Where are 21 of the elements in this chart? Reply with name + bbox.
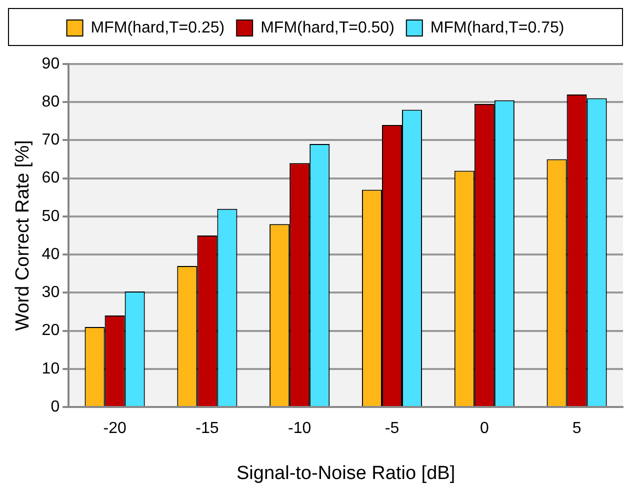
x-tick-label: -20 (103, 420, 126, 438)
x-tick-label: -10 (288, 420, 312, 438)
y-tick-label: 30 (42, 284, 60, 302)
x-tick-label: -15 (196, 420, 219, 438)
x-tick-label: 0 (480, 420, 489, 438)
y-tick-label: 0 (50, 398, 60, 416)
y-tick-label: 10 (42, 360, 60, 378)
y-tick-label: 50 (42, 208, 60, 225)
y-tick-label: 70 (42, 132, 60, 149)
y-axis-title: Word Correct Rate [%] (12, 140, 34, 331)
legend-label: MFM(hard,T=0.75) (430, 19, 564, 36)
y-tick-label: 80 (42, 94, 60, 111)
y-tick-label: 20 (42, 322, 60, 340)
y-tick-label: 60 (42, 170, 60, 187)
x-tick-label: 5 (572, 420, 582, 438)
x-axis-title: Signal-to-Noise Ratio [dB] (236, 462, 456, 484)
legend-label: MFM(hard,T=0.25) (90, 19, 225, 36)
legend-label: MFM(hard,T=0.50) (260, 19, 394, 36)
y-tick-label: 40 (42, 246, 60, 263)
x-tick-label: -5 (384, 420, 400, 438)
y-tick-label: 90 (42, 55, 60, 72)
